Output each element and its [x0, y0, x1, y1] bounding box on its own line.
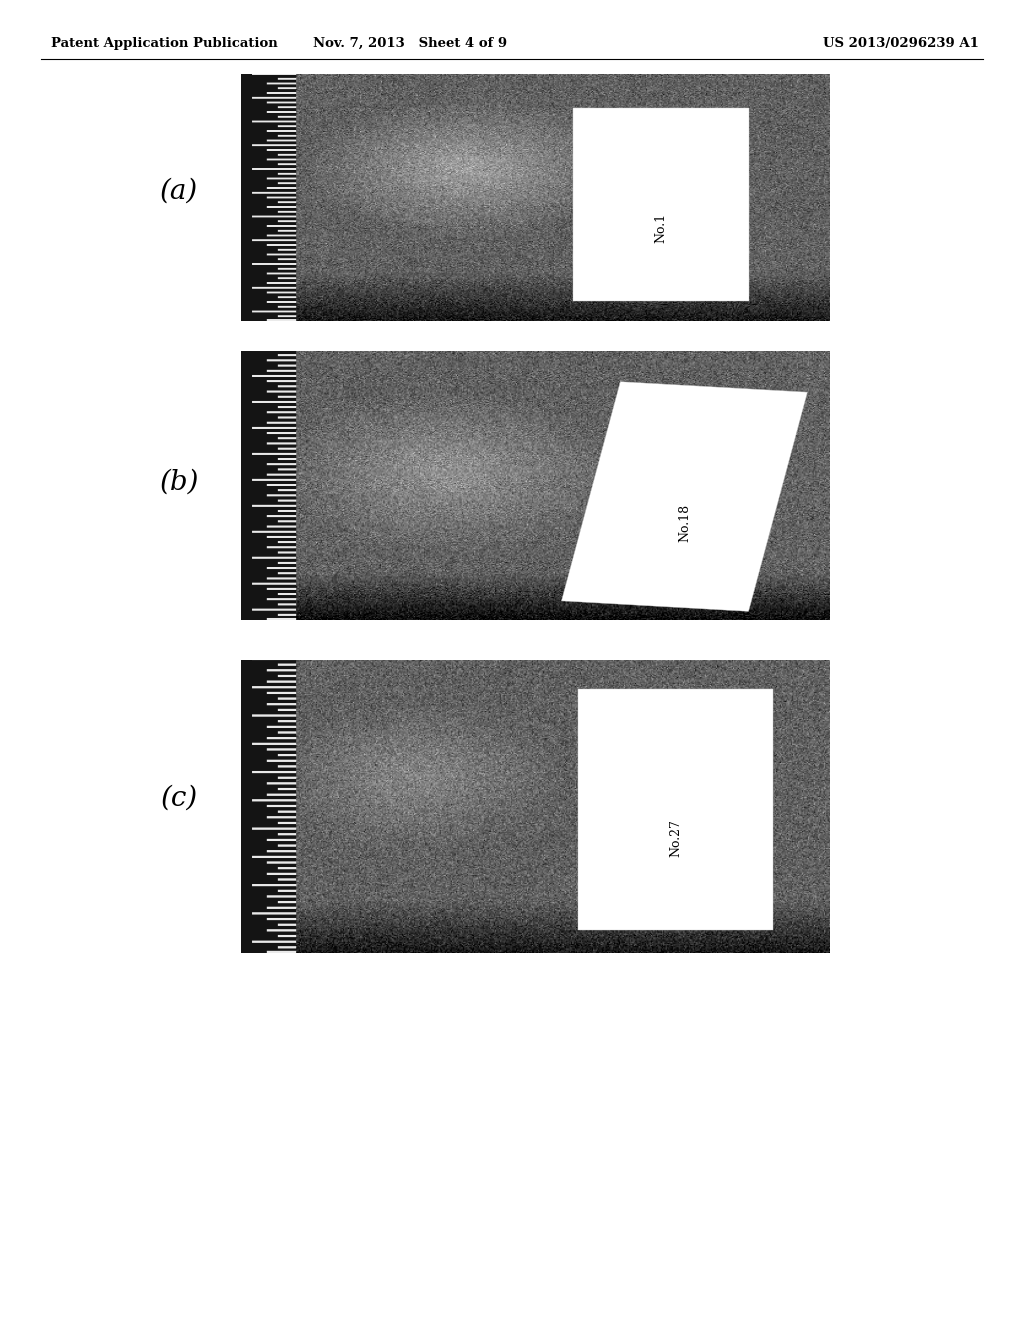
- Text: (b): (b): [160, 469, 199, 495]
- Text: FIG. 4: FIG. 4: [461, 100, 563, 132]
- Text: (c): (c): [161, 785, 198, 812]
- Bar: [561, 381, 807, 611]
- Text: US 2013/0296239 A1: US 2013/0296239 A1: [823, 37, 979, 50]
- Bar: [579, 689, 773, 929]
- Text: (a): (a): [160, 178, 199, 205]
- Text: No.1: No.1: [654, 213, 668, 243]
- Text: Nov. 7, 2013   Sheet 4 of 9: Nov. 7, 2013 Sheet 4 of 9: [312, 37, 507, 50]
- Bar: [572, 108, 750, 301]
- Text: Patent Application Publication: Patent Application Publication: [51, 37, 278, 50]
- Text: No.18: No.18: [678, 504, 691, 543]
- Text: No.27: No.27: [669, 820, 682, 857]
